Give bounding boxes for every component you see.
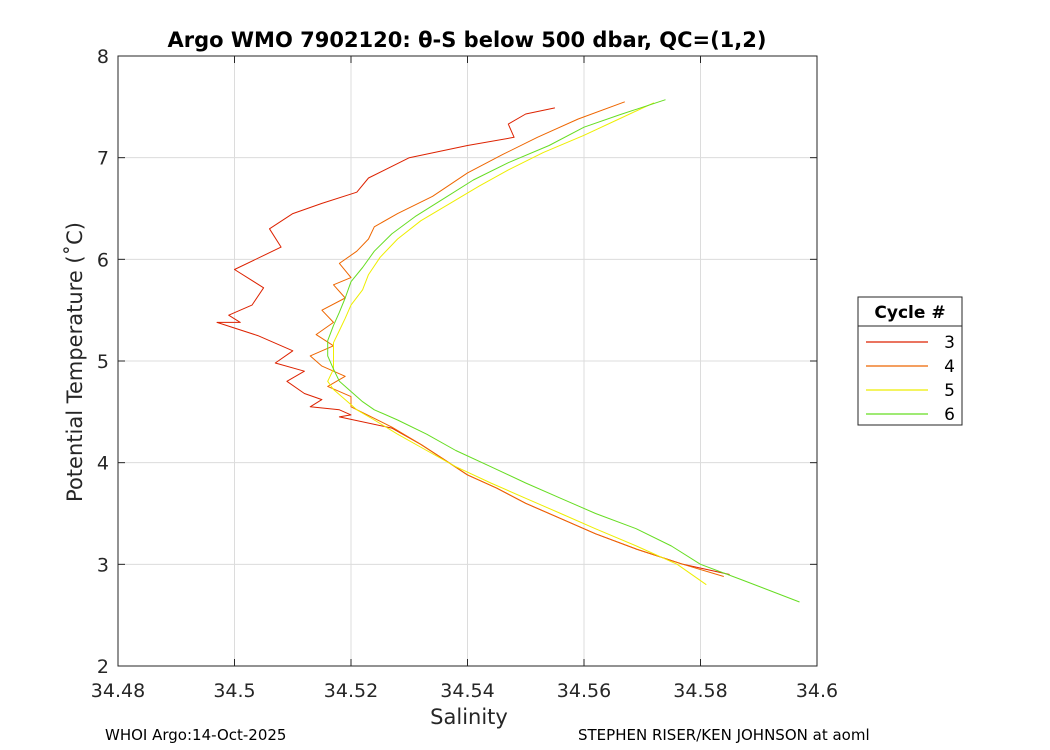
series-line-cycle-4 — [309, 101, 724, 577]
x-tick-label: 34.6 — [796, 680, 838, 702]
x-tick-label: 34.5 — [213, 680, 255, 702]
x-tick-label: 34.54 — [440, 680, 494, 702]
y-tick-label: 8 — [97, 46, 109, 68]
y-tick-label: 3 — [97, 554, 109, 576]
y-tick-label: 2 — [97, 656, 109, 678]
series-line-cycle-5 — [327, 102, 707, 586]
y-tick-label: 6 — [97, 249, 109, 271]
x-axis-label: Salinity — [430, 705, 508, 729]
series-line-cycle-6 — [327, 99, 800, 603]
series-lines — [216, 99, 800, 603]
y-tick-label: 4 — [97, 453, 109, 475]
y-axis-label: Potential Temperature (˚C) — [63, 222, 87, 502]
legend-label-cycle-6: 6 — [944, 405, 955, 425]
legend-label-cycle-4: 4 — [944, 357, 955, 377]
y-axis-ticks: 2 3 4 5 6 7 8 — [97, 46, 817, 678]
legend-label-cycle-3: 3 — [944, 333, 955, 353]
x-tick-label: 34.52 — [324, 680, 378, 702]
legend-items: 3 4 5 6 — [866, 333, 955, 425]
series-line-cycle-3 — [216, 107, 730, 575]
legend-label-cycle-5: 5 — [944, 381, 955, 401]
grid — [117, 55, 818, 667]
y-tick-label: 7 — [97, 148, 109, 170]
x-axis-ticks: 34.48 34.5 34.52 34.54 34.56 34.58 34.6 — [91, 56, 838, 702]
y-tick-label: 5 — [97, 351, 109, 373]
legend-title: Cycle # — [874, 303, 945, 323]
legend: Cycle # 3 4 5 6 — [857, 296, 963, 426]
chart-title: Argo WMO 7902120: θ-S below 500 dbar, QC… — [168, 28, 767, 52]
footer-left: WHOI Argo:14-Oct-2025 — [105, 726, 286, 744]
x-tick-label: 34.48 — [91, 680, 145, 702]
x-tick-label: 34.56 — [557, 680, 611, 702]
footer-right: STEPHEN RISER/KEN JOHNSON at aoml — [578, 726, 870, 744]
x-tick-label: 34.58 — [673, 680, 727, 702]
legend-box — [857, 296, 963, 426]
